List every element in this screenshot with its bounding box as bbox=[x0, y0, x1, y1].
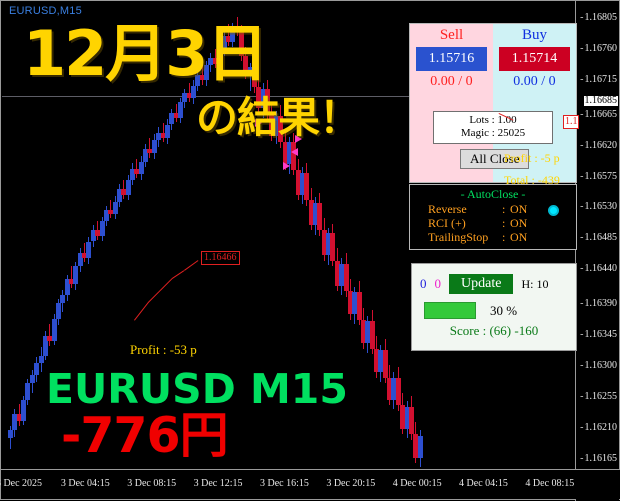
overlay-amount-text: -776円 bbox=[61, 407, 229, 464]
price-tick: -1.16255 bbox=[580, 390, 617, 402]
price-tick: -1.16440 bbox=[580, 263, 617, 275]
trade-arrow-left-icon bbox=[291, 148, 298, 156]
all-close-button[interactable]: All Close bbox=[460, 149, 530, 169]
panel-total-yen: Total : -439 bbox=[504, 173, 560, 187]
buy-pl-value: 0.00 / 0 bbox=[513, 74, 556, 89]
price-tick: 1.16685 bbox=[583, 94, 618, 106]
autoclose-row-separator: : bbox=[502, 216, 506, 230]
progress-gauge bbox=[424, 302, 476, 319]
sell-pl-value: 0.00 / 0 bbox=[430, 74, 473, 89]
price-tick: -1.16300 bbox=[580, 359, 617, 371]
autoclose-row-key: RCI (+) bbox=[428, 216, 466, 230]
autoclose-title: - AutoClose - bbox=[460, 187, 526, 201]
price-tick: -1.16715 bbox=[580, 74, 617, 86]
autoclose-panel: - AutoClose - Reverse: ON RCI (+): ON Traili… bbox=[409, 184, 577, 250]
autoclose-status-dot[interactable] bbox=[548, 205, 559, 216]
trade-line-segment bbox=[184, 260, 199, 271]
autoclose-row[interactable]: TrailingStop: ON bbox=[410, 230, 576, 244]
time-tick: 3 Dec 08:15 bbox=[127, 478, 177, 489]
trade-line-segment bbox=[134, 302, 149, 321]
price-tick: -1.16345 bbox=[580, 328, 617, 340]
autoclose-rows: Reverse: ON RCI (+): ON TrailingStop: ON bbox=[410, 202, 576, 244]
price-tick: -1.16805 bbox=[580, 12, 617, 24]
price-tick: -1.16485 bbox=[580, 232, 617, 244]
price-tick: -1.16760 bbox=[580, 43, 617, 55]
autoclose-row-key: TrailingStop bbox=[428, 230, 489, 244]
autoclose-row-value: ON bbox=[510, 230, 528, 244]
count-pink: 0 bbox=[434, 276, 442, 291]
time-tick: 3 Dec 12:15 bbox=[193, 478, 243, 489]
price-tick: -1.16210 bbox=[580, 421, 617, 433]
sell-price-button[interactable]: 1.15716 bbox=[416, 47, 487, 71]
time-tick: 3 Dec 20:15 bbox=[326, 478, 376, 489]
trade-line-segment bbox=[172, 270, 185, 279]
trade-line-segment bbox=[148, 290, 161, 303]
gauge-percent-label: 30 % bbox=[490, 302, 518, 318]
price-tick: -1.16390 bbox=[580, 297, 617, 309]
price-tick: -1.16530 bbox=[580, 201, 617, 213]
price-tick: -1.16620 bbox=[580, 139, 617, 151]
score-panel: 0 0 Update H: 10 30 % Score : (66) -160 bbox=[411, 263, 577, 351]
price-tick: -1.16165 bbox=[580, 452, 617, 464]
time-tick: 3 Dec 04:15 bbox=[60, 478, 110, 489]
trade-arrow-right-icon bbox=[255, 119, 262, 127]
autoclose-row-key: Reverse bbox=[428, 202, 467, 216]
sell-title: Sell bbox=[439, 27, 464, 43]
panel-profit-pips: Profit : -5 p bbox=[504, 151, 560, 165]
entry-price-tag: 1.16466 bbox=[201, 251, 240, 265]
lots-magic-box: Lots : 1.00 Magic : 25025 bbox=[433, 111, 553, 144]
overlay-date-text: 12月3日 bbox=[23, 17, 268, 90]
update-button[interactable]: Update bbox=[449, 274, 514, 294]
chart-profit-label: Profit : -53 p bbox=[130, 342, 197, 357]
autoclose-row-value: ON bbox=[510, 202, 528, 216]
buy-title: Buy bbox=[521, 27, 547, 43]
time-tick: 4 Dec 04:15 bbox=[459, 478, 508, 489]
time-tick: 4 Dec 08:15 bbox=[525, 478, 575, 489]
trade-arrow-right-icon bbox=[295, 135, 302, 143]
autoclose-row-value: ON bbox=[510, 216, 528, 230]
horizontal-price-line bbox=[2, 96, 576, 97]
autoclose-row-separator: : bbox=[502, 202, 506, 216]
trade-arrow-right-icon bbox=[283, 162, 290, 170]
trade-line-segment bbox=[160, 278, 173, 291]
overlay-pair-text: EURUSD M15 bbox=[46, 365, 348, 413]
autoclose-row-separator: : bbox=[502, 230, 506, 244]
score-label: Score : (66) -160 bbox=[449, 323, 539, 338]
time-tick: 4 Dec 00:15 bbox=[392, 478, 442, 489]
magic-value: Magic : 25025 bbox=[460, 127, 526, 139]
score-gauge-row: 30 % bbox=[424, 302, 576, 319]
price-tick: -1.16665 bbox=[580, 108, 617, 120]
autoclose-row[interactable]: RCI (+): ON bbox=[410, 216, 576, 230]
h-value-label: H: 10 bbox=[521, 276, 549, 291]
price-axis[interactable]: -1.16805 -1.16760 -1.16715 1.16685 -1.16665 -… bbox=[575, 1, 619, 501]
overlay-result-text: の結果！ bbox=[196, 93, 361, 142]
count-blue: 0 bbox=[420, 276, 427, 291]
time-axis[interactable]: 3 Dec 2025 3 Dec 04:15 3 Dec 08:15 3 Dec 12… bbox=[0, 469, 620, 499]
chart-symbol-label: EURUSD,M15 bbox=[9, 5, 82, 17]
score-top-row: 0 0 Update H: 10 bbox=[420, 274, 576, 294]
lots-value: Lots : 1.00 bbox=[469, 114, 517, 126]
right-price-tag: 1.1 bbox=[563, 115, 579, 129]
time-tick: 3 Dec 2025 bbox=[0, 478, 43, 489]
buy-price-button[interactable]: 1.15714 bbox=[499, 47, 570, 71]
time-tick: 3 Dec 16:15 bbox=[259, 478, 309, 489]
autoclose-row[interactable]: Reverse: ON bbox=[410, 202, 576, 216]
price-tick: -1.16575 bbox=[580, 170, 617, 182]
